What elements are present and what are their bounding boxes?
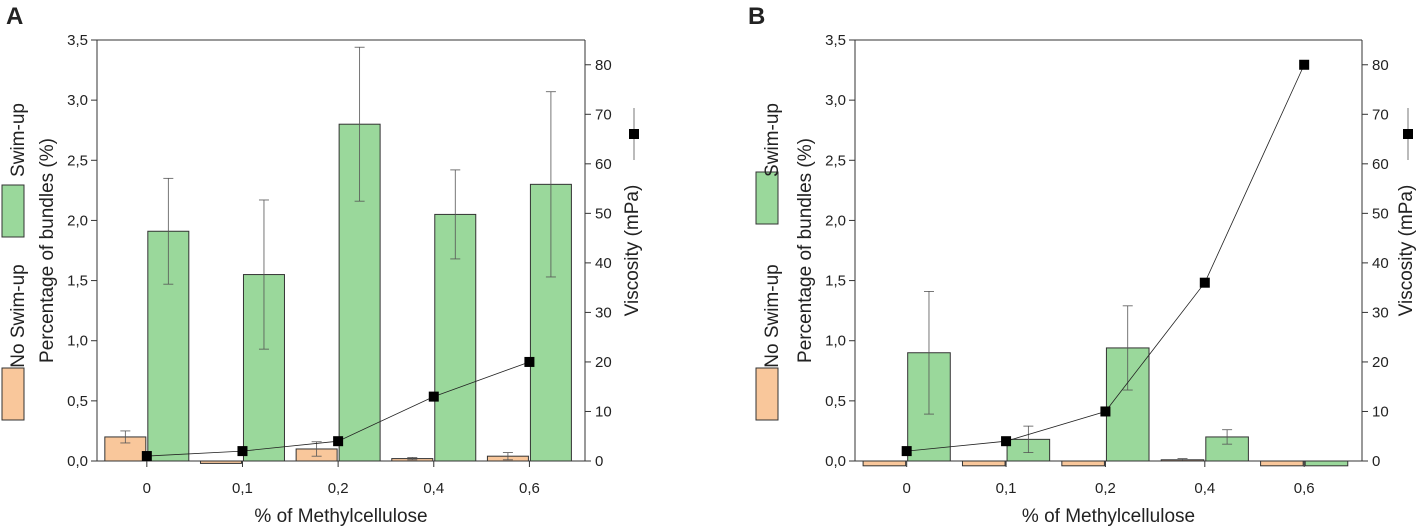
y2-tick-label: 10 — [595, 403, 612, 420]
y2-axis-title: Viscosity (mPa) — [1396, 185, 1417, 317]
y2-axis-title: Viscosity (mPa) — [622, 185, 643, 317]
y-tick-label: 0,0 — [67, 453, 88, 470]
viscosity-line — [906, 64, 1305, 452]
x-tick-label: 0,6 — [1294, 480, 1315, 497]
y-tick-label: 3,5 — [67, 32, 88, 49]
panel-label: A — [6, 3, 23, 30]
viscosity-point-1 — [237, 446, 248, 457]
y-tick-label: 3,0 — [825, 92, 846, 109]
legend-label-swim-up: Swim-up — [762, 103, 783, 177]
viscosity-point-0 — [901, 446, 912, 457]
viscosity-point-4 — [1299, 59, 1310, 70]
chart-panel-b: B 0,0 0,5 1,0 1,5 2,0 2,5 3,0 3,5 0 10 20 30 40 50 60 70… — [748, 3, 1417, 527]
chart-panel-a: A 0,0 0,5 1,0 1,5 2,0 2,5 3,0 3,5 0 10 20 30 40 50 60 70… — [1, 3, 643, 527]
bar-no-swim-up-4 — [1260, 460, 1304, 467]
x-tick-label: 0 — [903, 480, 911, 497]
viscosity-point-1 — [1001, 436, 1012, 447]
y2-tick-label: 80 — [595, 57, 612, 74]
y2-tick-label: 10 — [1372, 403, 1389, 420]
x-tick-label: 0,2 — [1095, 480, 1116, 497]
viscosity-point-2 — [333, 436, 344, 447]
y-tick-label: 2,0 — [67, 212, 88, 229]
legend-swatch-no-swim-up — [755, 367, 779, 421]
y2-tick-label: 50 — [595, 205, 612, 222]
viscosity-point-3 — [1199, 277, 1210, 288]
panel-label: B — [748, 3, 765, 30]
y2-tick-label: 0 — [1372, 453, 1380, 470]
y2-tick-label: 70 — [1372, 106, 1389, 123]
y-tick-label: 0,5 — [67, 393, 88, 410]
bar-no-swim-up-0 — [862, 460, 907, 467]
y-axis-title: Percentage of bundles (%) — [795, 138, 816, 363]
y2-tick-label: 60 — [595, 156, 612, 173]
y2-tick-label: 30 — [595, 304, 612, 321]
bar-no-swim-up-2 — [1061, 460, 1105, 467]
y-tick-label: 3,5 — [825, 32, 846, 49]
y2-tick-label: 60 — [1372, 156, 1389, 173]
y2-tick-label: 40 — [1372, 255, 1389, 272]
legend-viscosity-marker — [1403, 129, 1413, 139]
y-tick-label: 1,5 — [67, 273, 88, 290]
legend-label-no-swim-up: No Swim-up — [8, 264, 29, 367]
x-tick-label: 0,6 — [519, 480, 540, 497]
y-tick-label: 2,5 — [825, 152, 846, 169]
bar-no-swim-up-1 — [961, 460, 1006, 467]
y-tick-label: 2,0 — [825, 212, 846, 229]
y-tick-label: 0,5 — [825, 393, 846, 410]
y-tick-label: 1,5 — [825, 273, 846, 290]
y2-tick-label: 20 — [595, 354, 612, 371]
x-tick-label: 0,2 — [328, 480, 349, 497]
legend-swatch-swim-up — [755, 171, 779, 225]
y-tick-label: 3,0 — [67, 92, 88, 109]
legend-swatch-no-swim-up — [1, 367, 25, 421]
x-axis-title: % of Methylcellulose — [1022, 506, 1195, 527]
x-tick-label: 0,1 — [232, 480, 253, 497]
viscosity-point-4 — [524, 356, 535, 367]
y-tick-label: 1,0 — [825, 333, 846, 350]
bar-swim-up-4 — [1304, 460, 1349, 467]
viscosity-point-2 — [1100, 406, 1111, 417]
y2-tick-label: 80 — [1372, 57, 1389, 74]
y2-tick-label: 20 — [1372, 354, 1389, 371]
y-tick-label: 1,0 — [67, 333, 88, 350]
x-tick-label: 0,4 — [1194, 480, 1215, 497]
y-tick-label: 0,0 — [825, 453, 846, 470]
legend-label-no-swim-up: No Swim-up — [762, 264, 783, 367]
legend-viscosity-marker — [629, 129, 639, 139]
y2-tick-label: 30 — [1372, 304, 1389, 321]
x-axis-title: % of Methylcellulose — [254, 506, 427, 527]
viscosity-point-0 — [141, 451, 152, 462]
x-tick-label: 0,1 — [996, 480, 1017, 497]
x-tick-label: 0 — [143, 480, 151, 497]
y2-tick-label: 70 — [595, 106, 612, 123]
y2-tick-label: 0 — [595, 453, 603, 470]
y2-tick-label: 40 — [595, 255, 612, 272]
x-tick-label: 0,4 — [423, 480, 444, 497]
y-tick-label: 2,5 — [67, 152, 88, 169]
y2-tick-label: 50 — [1372, 205, 1389, 222]
viscosity-point-3 — [428, 391, 439, 402]
y-axis-title: Percentage of bundles (%) — [37, 138, 58, 363]
legend-swatch-swim-up — [1, 184, 25, 238]
legend-label-swim-up: Swim-up — [8, 103, 29, 177]
